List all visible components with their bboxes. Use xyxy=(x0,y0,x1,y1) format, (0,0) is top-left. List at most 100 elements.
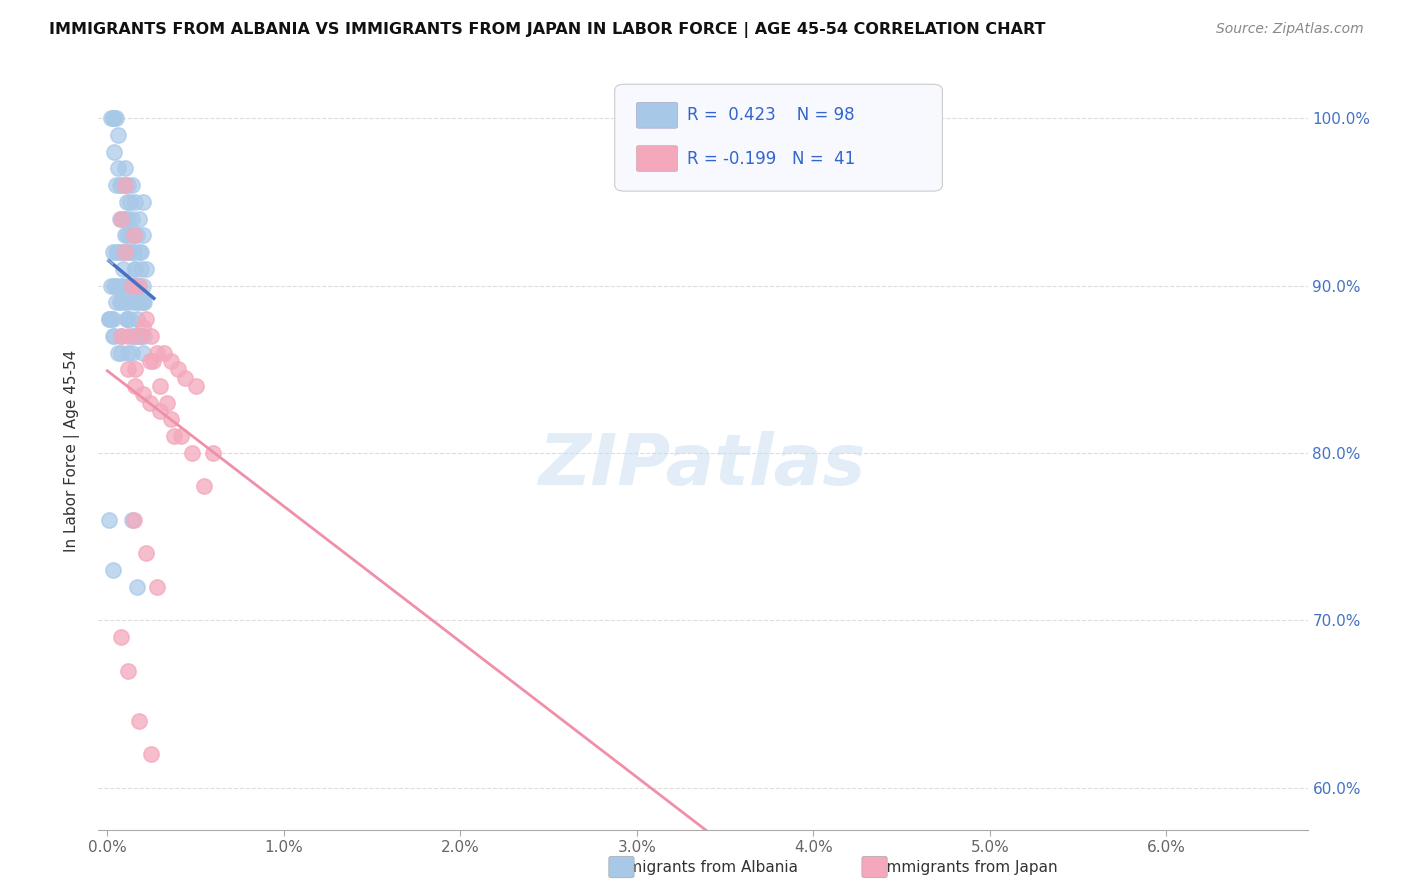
Point xyxy=(121,513,143,527)
Point xyxy=(124,261,146,276)
Point xyxy=(110,328,132,343)
Point xyxy=(107,245,129,260)
Point xyxy=(181,446,204,460)
Point xyxy=(163,429,186,443)
Point xyxy=(122,328,145,343)
Point xyxy=(110,345,132,359)
Point xyxy=(174,370,197,384)
Point xyxy=(114,295,136,310)
Point xyxy=(127,295,149,310)
Point xyxy=(101,312,124,326)
Point xyxy=(124,194,146,209)
Point xyxy=(129,295,152,310)
Point xyxy=(122,228,145,243)
Point xyxy=(108,295,131,310)
Point xyxy=(202,446,225,460)
Point xyxy=(101,563,124,577)
Point xyxy=(121,278,143,293)
Point xyxy=(108,211,131,226)
Text: R = -0.199   N =  41: R = -0.199 N = 41 xyxy=(688,150,855,168)
Point xyxy=(114,178,136,193)
Point xyxy=(105,245,128,260)
Point xyxy=(128,211,150,226)
Point xyxy=(134,295,156,310)
Point xyxy=(166,362,188,376)
Point xyxy=(114,211,136,226)
Point xyxy=(112,211,135,226)
Point xyxy=(121,245,143,260)
Point xyxy=(120,278,142,293)
Point xyxy=(124,261,146,276)
Point xyxy=(127,312,149,326)
Point xyxy=(120,245,142,260)
Point xyxy=(114,228,136,243)
Point xyxy=(128,245,150,260)
Point xyxy=(105,278,128,293)
Point xyxy=(115,228,138,243)
Point xyxy=(122,278,145,293)
Point xyxy=(131,320,153,334)
Point xyxy=(107,345,129,359)
Point xyxy=(129,245,152,260)
Point xyxy=(103,328,125,343)
Point xyxy=(152,345,174,359)
Point xyxy=(120,228,142,243)
Point xyxy=(115,312,138,326)
Point xyxy=(127,580,149,594)
Point xyxy=(105,295,128,310)
Point xyxy=(101,112,124,126)
Point xyxy=(115,312,138,326)
Point xyxy=(100,278,122,293)
Point xyxy=(134,328,156,343)
Point xyxy=(131,345,153,359)
Point xyxy=(110,211,132,226)
Point xyxy=(114,245,136,260)
Point xyxy=(135,261,157,276)
Point xyxy=(101,328,124,343)
Point xyxy=(131,387,153,401)
Point xyxy=(141,328,163,343)
Point xyxy=(122,245,145,260)
Point xyxy=(128,714,150,728)
Point xyxy=(121,178,143,193)
Point xyxy=(131,295,153,310)
Point xyxy=(103,145,125,159)
Point xyxy=(121,211,143,226)
Point xyxy=(108,278,131,293)
Point xyxy=(127,278,149,293)
Point xyxy=(114,161,136,176)
Point xyxy=(121,278,143,293)
Point xyxy=(100,312,122,326)
Point xyxy=(129,261,152,276)
FancyBboxPatch shape xyxy=(637,103,678,128)
Point xyxy=(110,295,132,310)
Point xyxy=(128,328,150,343)
Point xyxy=(117,328,139,343)
Point xyxy=(98,513,121,527)
Text: R =  0.423    N = 98: R = 0.423 N = 98 xyxy=(688,106,855,124)
Point xyxy=(105,112,128,126)
Point xyxy=(110,328,132,343)
Point xyxy=(105,178,128,193)
Point xyxy=(115,245,138,260)
Point xyxy=(159,354,181,368)
Point xyxy=(156,396,179,410)
Point xyxy=(110,245,132,260)
FancyBboxPatch shape xyxy=(637,145,678,171)
Point xyxy=(124,278,146,293)
Point xyxy=(145,345,167,359)
Point xyxy=(122,513,145,527)
Point xyxy=(117,211,139,226)
Text: Source: ZipAtlas.com: Source: ZipAtlas.com xyxy=(1216,22,1364,37)
Point xyxy=(117,278,139,293)
Point xyxy=(110,178,132,193)
Point xyxy=(115,312,138,326)
Point xyxy=(124,379,146,393)
Text: IMMIGRANTS FROM ALBANIA VS IMMIGRANTS FROM JAPAN IN LABOR FORCE | AGE 45-54 CORR: IMMIGRANTS FROM ALBANIA VS IMMIGRANTS FR… xyxy=(49,22,1046,38)
Point xyxy=(135,546,157,560)
Point xyxy=(170,429,193,443)
Point xyxy=(122,295,145,310)
Point xyxy=(117,345,139,359)
FancyBboxPatch shape xyxy=(614,84,942,191)
Text: Immigrants from Japan: Immigrants from Japan xyxy=(883,860,1057,874)
